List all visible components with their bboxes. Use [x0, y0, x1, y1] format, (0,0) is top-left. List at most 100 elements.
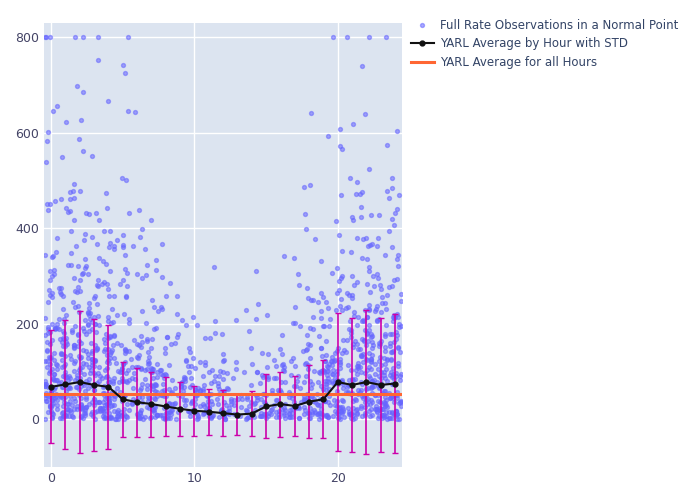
Full Rate Observations in a Normal Point	[256, 372, 267, 380]
Full Rate Observations in a Normal Point	[99, 414, 111, 422]
Full Rate Observations in a Normal Point	[363, 396, 374, 404]
Full Rate Observations in a Normal Point	[379, 300, 391, 308]
Full Rate Observations in a Normal Point	[223, 407, 235, 415]
Full Rate Observations in a Normal Point	[160, 414, 171, 422]
Full Rate Observations in a Normal Point	[350, 414, 361, 422]
Full Rate Observations in a Normal Point	[365, 365, 376, 373]
Full Rate Observations in a Normal Point	[367, 398, 378, 406]
Full Rate Observations in a Normal Point	[44, 328, 55, 336]
Full Rate Observations in a Normal Point	[77, 414, 88, 422]
Full Rate Observations in a Normal Point	[102, 364, 113, 372]
Full Rate Observations in a Normal Point	[59, 315, 70, 323]
Full Rate Observations in a Normal Point	[180, 377, 191, 385]
Full Rate Observations in a Normal Point	[356, 254, 368, 262]
Full Rate Observations in a Normal Point	[190, 400, 201, 408]
Full Rate Observations in a Normal Point	[198, 402, 209, 410]
Full Rate Observations in a Normal Point	[87, 354, 98, 362]
Full Rate Observations in a Normal Point	[163, 361, 174, 369]
Full Rate Observations in a Normal Point	[91, 208, 102, 216]
Full Rate Observations in a Normal Point	[55, 194, 66, 202]
Full Rate Observations in a Normal Point	[365, 355, 377, 363]
Full Rate Observations in a Normal Point	[347, 398, 358, 406]
Full Rate Observations in a Normal Point	[74, 385, 85, 393]
Full Rate Observations in a Normal Point	[350, 406, 361, 414]
Full Rate Observations in a Normal Point	[262, 412, 274, 420]
Full Rate Observations in a Normal Point	[307, 408, 318, 416]
Full Rate Observations in a Normal Point	[104, 240, 116, 248]
Full Rate Observations in a Normal Point	[105, 413, 116, 421]
Full Rate Observations in a Normal Point	[160, 409, 172, 417]
Full Rate Observations in a Normal Point	[94, 364, 105, 372]
Full Rate Observations in a Normal Point	[387, 364, 398, 372]
Full Rate Observations in a Normal Point	[88, 370, 99, 378]
Full Rate Observations in a Normal Point	[320, 376, 331, 384]
Full Rate Observations in a Normal Point	[151, 388, 162, 396]
Full Rate Observations in a Normal Point	[318, 322, 329, 330]
Full Rate Observations in a Normal Point	[326, 352, 337, 360]
Full Rate Observations in a Normal Point	[219, 416, 230, 424]
Full Rate Observations in a Normal Point	[258, 390, 269, 398]
Full Rate Observations in a Normal Point	[313, 410, 324, 418]
Full Rate Observations in a Normal Point	[377, 299, 388, 307]
Full Rate Observations in a Normal Point	[386, 282, 398, 290]
Full Rate Observations in a Normal Point	[45, 353, 56, 361]
Full Rate Observations in a Normal Point	[389, 398, 400, 406]
Full Rate Observations in a Normal Point	[89, 314, 100, 322]
Full Rate Observations in a Normal Point	[144, 404, 155, 411]
Full Rate Observations in a Normal Point	[389, 276, 400, 284]
Full Rate Observations in a Normal Point	[365, 400, 376, 408]
Full Rate Observations in a Normal Point	[88, 386, 99, 394]
Full Rate Observations in a Normal Point	[83, 210, 94, 218]
Full Rate Observations in a Normal Point	[148, 406, 160, 414]
Full Rate Observations in a Normal Point	[206, 400, 217, 407]
Full Rate Observations in a Normal Point	[392, 276, 403, 283]
Full Rate Observations in a Normal Point	[360, 342, 372, 349]
Full Rate Observations in a Normal Point	[365, 354, 376, 362]
Full Rate Observations in a Normal Point	[108, 394, 120, 402]
Full Rate Observations in a Normal Point	[144, 394, 155, 402]
Full Rate Observations in a Normal Point	[381, 414, 392, 422]
Full Rate Observations in a Normal Point	[319, 396, 330, 404]
Full Rate Observations in a Normal Point	[380, 401, 391, 409]
Full Rate Observations in a Normal Point	[94, 378, 105, 386]
Full Rate Observations in a Normal Point	[215, 408, 226, 416]
Full Rate Observations in a Normal Point	[169, 399, 181, 407]
Full Rate Observations in a Normal Point	[97, 280, 108, 288]
Full Rate Observations in a Normal Point	[206, 366, 217, 374]
Full Rate Observations in a Normal Point	[99, 400, 110, 408]
Full Rate Observations in a Normal Point	[315, 258, 326, 266]
Full Rate Observations in a Normal Point	[347, 376, 358, 384]
Full Rate Observations in a Normal Point	[58, 394, 69, 402]
Full Rate Observations in a Normal Point	[275, 386, 286, 394]
Full Rate Observations in a Normal Point	[75, 401, 86, 409]
Full Rate Observations in a Normal Point	[80, 262, 91, 270]
Full Rate Observations in a Normal Point	[45, 407, 56, 415]
Full Rate Observations in a Normal Point	[147, 406, 158, 414]
Full Rate Observations in a Normal Point	[106, 348, 117, 356]
Full Rate Observations in a Normal Point	[218, 356, 229, 364]
Full Rate Observations in a Normal Point	[69, 376, 80, 384]
Full Rate Observations in a Normal Point	[102, 378, 113, 386]
Full Rate Observations in a Normal Point	[189, 386, 200, 394]
Full Rate Observations in a Normal Point	[374, 340, 386, 347]
Full Rate Observations in a Normal Point	[118, 60, 129, 68]
Full Rate Observations in a Normal Point	[350, 190, 361, 198]
Full Rate Observations in a Normal Point	[45, 33, 56, 41]
Full Rate Observations in a Normal Point	[56, 350, 67, 358]
Full Rate Observations in a Normal Point	[155, 412, 166, 420]
Full Rate Observations in a Normal Point	[385, 414, 396, 422]
Full Rate Observations in a Normal Point	[344, 325, 355, 333]
Full Rate Observations in a Normal Point	[180, 396, 191, 404]
Full Rate Observations in a Normal Point	[83, 350, 94, 358]
Full Rate Observations in a Normal Point	[149, 403, 160, 411]
Full Rate Observations in a Normal Point	[265, 410, 276, 418]
Full Rate Observations in a Normal Point	[146, 381, 157, 389]
Full Rate Observations in a Normal Point	[111, 415, 122, 423]
Full Rate Observations in a Normal Point	[64, 406, 76, 413]
Full Rate Observations in a Normal Point	[150, 380, 162, 388]
Full Rate Observations in a Normal Point	[197, 372, 209, 380]
Full Rate Observations in a Normal Point	[307, 325, 318, 333]
Full Rate Observations in a Normal Point	[284, 390, 295, 398]
Full Rate Observations in a Normal Point	[213, 379, 224, 387]
Full Rate Observations in a Normal Point	[158, 404, 169, 411]
